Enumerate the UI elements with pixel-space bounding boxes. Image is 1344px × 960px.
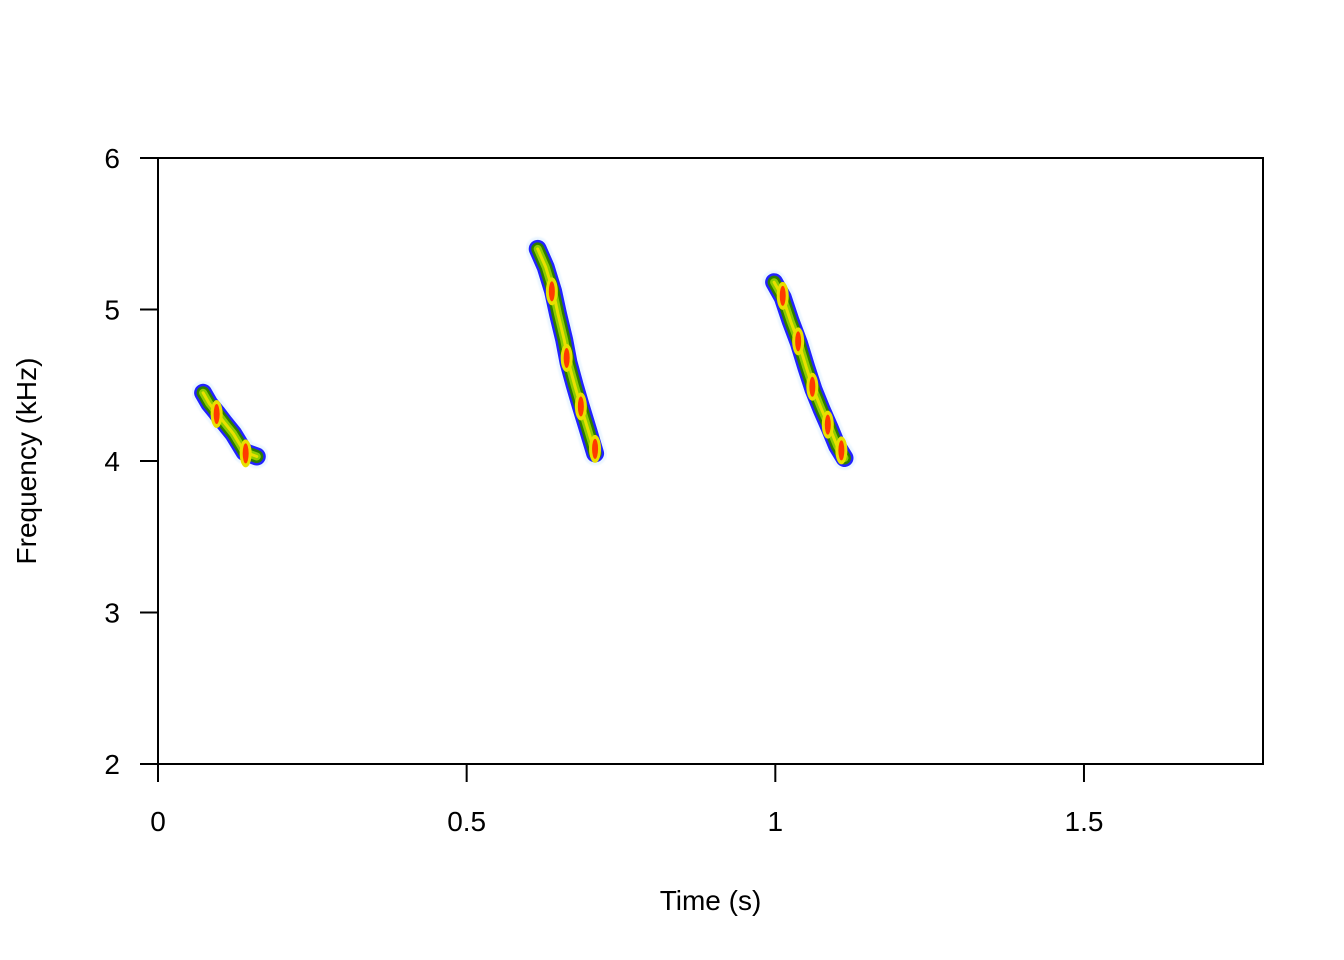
note-peak bbox=[577, 396, 584, 417]
note-peak bbox=[809, 376, 816, 397]
note-note-3 bbox=[762, 270, 857, 470]
x-tick-label: 0.5 bbox=[447, 806, 486, 837]
spectrogram-marks bbox=[191, 236, 857, 470]
y-axis-title: Frequency (kHz) bbox=[11, 358, 42, 565]
x-tick-label: 1.5 bbox=[1065, 806, 1104, 837]
note-peak bbox=[213, 404, 220, 425]
x-axis: 0 0.5 1 1.5 bbox=[150, 764, 1103, 837]
y-tick-label: 6 bbox=[104, 143, 120, 174]
note-peak bbox=[824, 414, 831, 435]
y-tick-label: 3 bbox=[104, 598, 120, 629]
note-peak bbox=[779, 285, 786, 306]
y-tick-label: 5 bbox=[104, 295, 120, 326]
note-peak bbox=[838, 440, 845, 461]
note-peak bbox=[795, 331, 802, 352]
note-note-1 bbox=[191, 380, 269, 469]
x-axis-title: Time (s) bbox=[660, 885, 762, 916]
y-tick-label: 4 bbox=[104, 446, 120, 477]
note-peak bbox=[563, 347, 570, 368]
note-peak bbox=[592, 438, 599, 459]
note-peak bbox=[548, 281, 555, 302]
x-tick-label: 0 bbox=[150, 806, 166, 837]
y-axis: 2 3 4 5 6 bbox=[104, 143, 158, 780]
x-tick-label: 1 bbox=[768, 806, 784, 837]
note-note-2 bbox=[525, 236, 608, 466]
y-tick-label: 2 bbox=[104, 749, 120, 780]
note-peak bbox=[242, 443, 249, 464]
